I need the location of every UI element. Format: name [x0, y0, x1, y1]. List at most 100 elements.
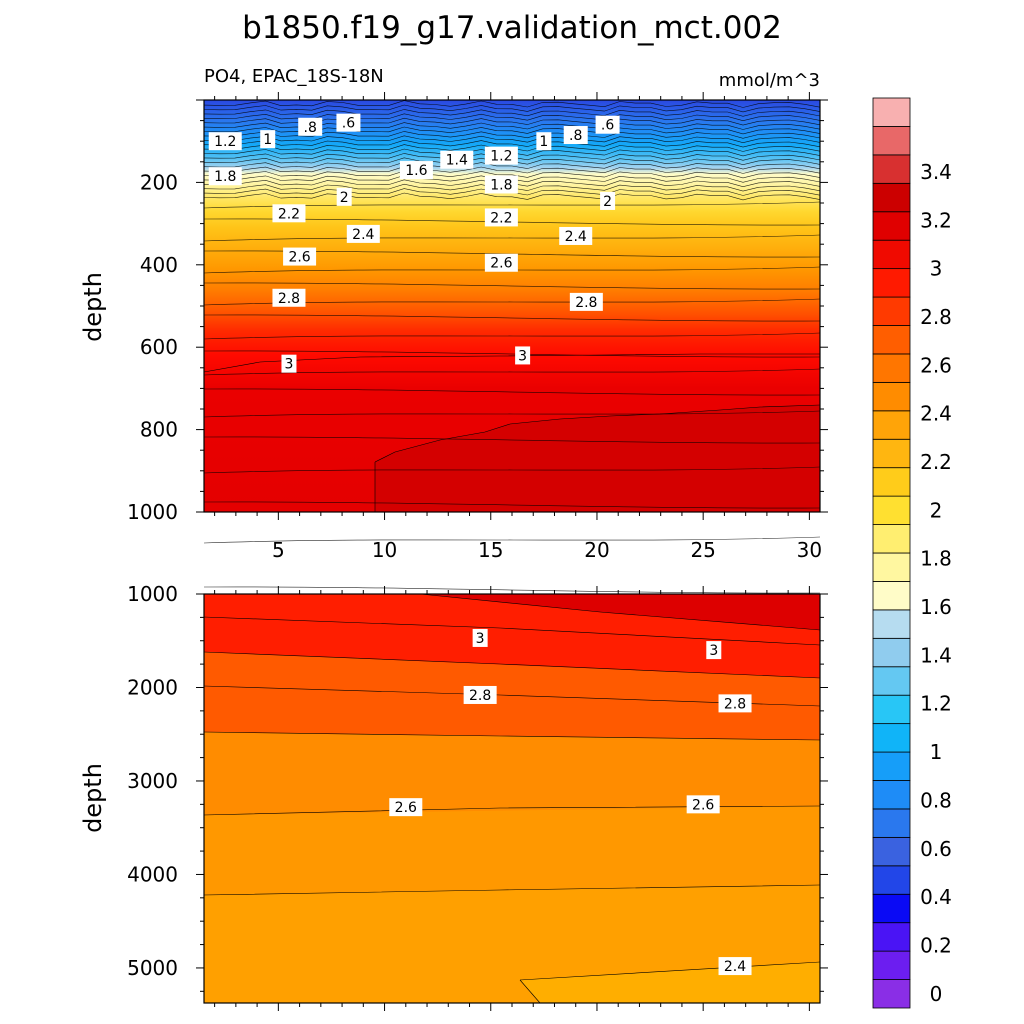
upper-y-tick-label: 600 — [140, 335, 178, 359]
colorbar-swatch — [872, 410, 911, 440]
colorbar-swatch — [872, 780, 911, 810]
colorbar-swatch — [872, 126, 911, 156]
contour-label: 1.2 — [208, 132, 242, 151]
x-tick-label: 15 — [478, 538, 503, 562]
colorbar-swatch — [872, 836, 911, 867]
colorbar-label: 0.8 — [920, 788, 952, 812]
colorbar-label: 1 — [930, 740, 943, 764]
contour-label: 2.6 — [389, 798, 423, 817]
colorbar-swatch — [872, 552, 911, 582]
svg-text:1.2: 1.2 — [214, 134, 236, 150]
svg-text:1.8: 1.8 — [214, 169, 236, 185]
contour-label: 2.2 — [484, 208, 518, 227]
svg-text:2.6: 2.6 — [288, 250, 310, 266]
contour-label: 1.4 — [440, 150, 474, 169]
colorbar-swatch — [872, 381, 911, 412]
colorbar-swatch — [872, 666, 911, 696]
variable-label: PO4, EPAC_18S-18N — [204, 66, 384, 87]
contour-label: 2.6 — [484, 253, 518, 272]
svg-text:2.4: 2.4 — [724, 959, 746, 975]
contour-label: 2.6 — [283, 247, 317, 266]
svg-text:2.6: 2.6 — [490, 256, 512, 272]
svg-text:2.2: 2.2 — [490, 210, 512, 226]
colorbar-swatch — [872, 97, 911, 127]
contour-label: 2 — [600, 191, 616, 210]
svg-text:3: 3 — [518, 348, 527, 364]
svg-text:3: 3 — [476, 631, 485, 647]
upper-y-tick-label: 800 — [140, 418, 178, 442]
colorbar-swatch — [872, 694, 911, 725]
contour-label: 1 — [536, 132, 552, 151]
colorbar-swatch — [872, 808, 911, 838]
svg-text:2.2: 2.2 — [278, 206, 300, 222]
colorbar-label: 3.4 — [920, 160, 952, 184]
contour-label: 1.8 — [208, 167, 242, 186]
colorbar-label: 0 — [930, 982, 943, 1006]
colorbar-swatch — [872, 950, 911, 980]
x-tick-label: 30 — [797, 538, 822, 562]
colorbar-label: 1.6 — [920, 595, 952, 619]
colorbar-label: 3 — [930, 257, 943, 281]
colorbar-swatch — [872, 296, 911, 326]
svg-text:3: 3 — [285, 357, 294, 373]
svg-text:2.8: 2.8 — [575, 295, 597, 311]
contour-label: .8 — [298, 117, 323, 136]
contour-label: 3 — [515, 346, 531, 365]
contour-label: .6 — [595, 115, 620, 134]
contour-label: 1.2 — [484, 146, 518, 165]
colorbar-swatch — [872, 353, 911, 383]
upper-ylabel: depth — [79, 272, 107, 342]
colorbar-swatch — [872, 182, 911, 213]
colorbar-label: 1.4 — [920, 643, 952, 667]
contour-label: 2.4 — [559, 226, 593, 245]
svg-text:2: 2 — [603, 194, 612, 210]
contour-label: 3 — [472, 628, 488, 647]
colorbar-swatch — [872, 211, 911, 241]
colorbar-swatch — [872, 268, 911, 298]
lower-contour-lines — [203, 593, 821, 1004]
colorbar-swatch — [872, 893, 911, 924]
colorbar-label: 0.6 — [920, 837, 952, 861]
colorbar-label: 2.4 — [920, 402, 952, 426]
svg-text:1: 1 — [263, 132, 272, 148]
colorbar-label: 1.2 — [920, 692, 952, 716]
colorbar-label: 2 — [930, 498, 943, 522]
svg-text:1.4: 1.4 — [446, 153, 468, 169]
colorbar-swatch — [872, 637, 911, 668]
svg-text:2.8: 2.8 — [724, 696, 746, 712]
contour-label: 2.4 — [718, 957, 752, 976]
svg-text:2.8: 2.8 — [278, 291, 300, 307]
colorbar-label: 3.2 — [920, 208, 952, 232]
svg-text:2.4: 2.4 — [565, 229, 587, 245]
colorbar-swatch — [872, 154, 911, 184]
colorbar-swatch — [872, 922, 911, 952]
lower-y-tick-label: 4000 — [127, 862, 178, 886]
colorbar-swatch — [872, 467, 911, 497]
colorbar-swatch — [872, 723, 911, 753]
contour-label: 2.4 — [346, 224, 380, 243]
colorbar: 0 0.2 0.4 0.6 0.8 1 1.2 1.4 1.6 1.8 2 2.2 2.4 2.6 2.8 3… — [872, 97, 952, 1009]
contour-label: 1.6 — [399, 161, 433, 180]
colorbar-label: 2.2 — [920, 450, 952, 474]
colorbar-swatch — [872, 438, 911, 469]
lower-y-tick-label: 2000 — [127, 675, 178, 699]
colorbar-label: 1.8 — [920, 547, 952, 571]
svg-text:2: 2 — [340, 190, 349, 206]
lower-ylabel: depth — [79, 763, 107, 833]
upper-y-tick-label: 1000 — [127, 500, 178, 524]
colorbar-swatch — [872, 524, 911, 554]
svg-text:2.8: 2.8 — [469, 688, 491, 704]
contour-labels: 1.2 1.8.61.61.4 1.21.8.61.81.82 22.2 2.22.4 2… — [208, 113, 620, 373]
colorbar-swatch — [872, 239, 911, 270]
contour-label: 3 — [281, 354, 297, 373]
contour-label: 1 — [260, 130, 276, 149]
svg-text:.6: .6 — [342, 116, 355, 132]
svg-text:2.6: 2.6 — [395, 800, 417, 816]
contour-labels: 3 3 2.8 2.8 2.6 2.6 2.4 — [389, 628, 752, 976]
contour-label: .6 — [336, 113, 361, 132]
svg-text:1.2: 1.2 — [490, 149, 512, 165]
chart-title: b1850.f19_g17.validation_mct.002 — [242, 10, 782, 46]
colorbar-swatch — [872, 495, 911, 525]
x-tick-label: 25 — [690, 538, 715, 562]
